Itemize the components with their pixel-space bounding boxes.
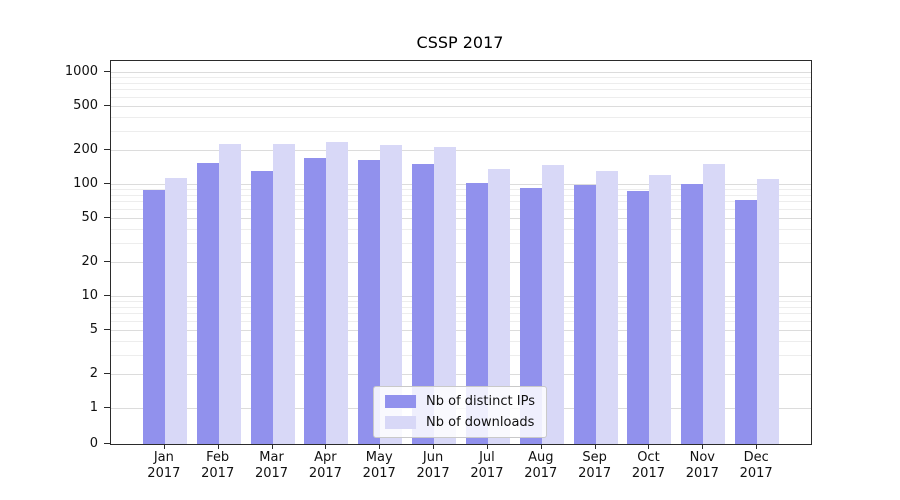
legend-label-downloads: Nb of downloads: [426, 415, 535, 430]
x-tick-label: Nov 2017: [685, 450, 719, 481]
bar-distinct-ips: [681, 184, 703, 444]
chart-title: CSSP 2017: [416, 33, 504, 52]
minor-gridline: [111, 320, 811, 322]
x-tick-label: Sep 2017: [578, 450, 612, 481]
minor-gridline: [111, 340, 811, 342]
bar-distinct-ips: [251, 171, 273, 444]
bar-downloads: [380, 145, 402, 444]
y-tick-label: 10: [81, 288, 98, 303]
bar-distinct-ips: [304, 158, 326, 444]
x-tick-label: Jul 2017: [470, 450, 504, 481]
x-tick-label: Dec 2017: [739, 450, 773, 481]
y-tick-label: 20: [81, 254, 98, 270]
minor-gridline: [111, 96, 811, 98]
y-tick-label: 1: [89, 400, 98, 415]
y-tick-label: 0: [89, 436, 98, 451]
y-tick-label: 100: [73, 176, 98, 191]
minor-gridline: [111, 313, 811, 315]
gridline: [111, 262, 811, 264]
y-tick-label: 5: [89, 321, 98, 337]
gridline: [111, 150, 811, 152]
bar-distinct-ips: [358, 160, 380, 444]
bar-downloads: [326, 142, 348, 444]
minor-gridline: [111, 116, 811, 118]
x-tick-label: Mar 2017: [254, 450, 289, 481]
plot-area: [110, 60, 812, 445]
bar-downloads: [434, 146, 456, 444]
legend-swatch-distinct-ips: [385, 395, 417, 408]
bar-distinct-ips: [466, 182, 488, 444]
x-tick-label: Apr 2017: [308, 450, 342, 481]
minor-gridline: [111, 208, 811, 210]
gridline: [111, 217, 811, 219]
legend: Nb of distinct IPs Nb of downloads: [373, 386, 547, 438]
minor-gridline: [111, 301, 811, 303]
gridline: [111, 296, 811, 297]
bar-distinct-ips: [520, 187, 542, 444]
legend-label-distinct-ips: Nb of distinct IPs: [426, 394, 535, 409]
minor-gridline: [111, 201, 811, 203]
minor-gridline: [111, 354, 811, 356]
bar-downloads: [165, 178, 187, 444]
y-tick-label: 2: [89, 366, 98, 382]
x-tick-label: Feb 2017: [201, 450, 235, 481]
minor-gridline: [111, 77, 811, 79]
x-tick-label: Jan 2017: [147, 450, 181, 481]
bar-downloads: [488, 169, 510, 444]
x-tick-label: Oct 2017: [631, 450, 665, 481]
gridline: [111, 374, 811, 376]
minor-gridline: [111, 228, 811, 230]
x-tick-label: May 2017: [362, 450, 396, 481]
bar-distinct-ips: [574, 185, 596, 444]
x-tick-label: Aug 2017: [524, 450, 558, 481]
y-tick-label: 50: [81, 209, 98, 225]
bar-downloads: [596, 170, 618, 444]
bar-downloads: [219, 143, 241, 444]
gridline: [111, 329, 811, 331]
bar-downloads: [273, 143, 295, 444]
bar-distinct-ips: [412, 163, 434, 444]
y-tick-label: 500: [73, 97, 98, 113]
bar-distinct-ips: [143, 190, 165, 444]
bar-downloads: [703, 163, 725, 444]
legend-swatch-downloads: [385, 416, 417, 429]
bar-downloads: [649, 174, 671, 444]
minor-gridline: [111, 82, 811, 84]
minor-gridline: [111, 242, 811, 244]
x-tick-label: Jun 2017: [416, 450, 450, 481]
gridline: [111, 184, 811, 185]
bar-distinct-ips: [735, 199, 757, 444]
bar-distinct-ips: [627, 190, 649, 444]
y-tick-label: 200: [73, 142, 98, 158]
minor-gridline: [111, 89, 811, 91]
bar-downloads: [542, 164, 564, 444]
minor-gridline: [111, 194, 811, 196]
minor-gridline: [111, 306, 811, 308]
bar-distinct-ips: [197, 162, 219, 444]
gridline: [111, 72, 811, 73]
y-tick-label: 1000: [64, 64, 98, 79]
minor-gridline: [111, 130, 811, 132]
bar-downloads: [757, 179, 779, 444]
gridline: [111, 105, 811, 107]
legend-item-downloads: Nb of downloads: [385, 415, 535, 430]
legend-item-distinct-ips: Nb of distinct IPs: [385, 394, 535, 409]
minor-gridline: [111, 189, 811, 191]
